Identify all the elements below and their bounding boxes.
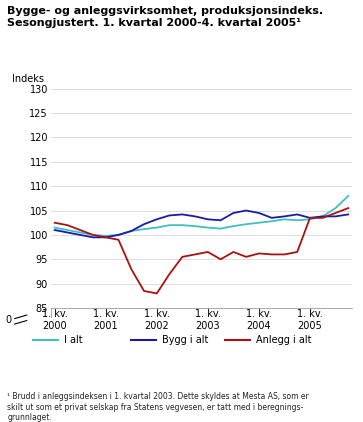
Text: I alt: I alt xyxy=(64,335,82,345)
Text: Bygge- og anleggsvirksomhet, produksjonsindeks.: Bygge- og anleggsvirksomhet, produksjons… xyxy=(7,6,323,16)
Text: Bygg i alt: Bygg i alt xyxy=(162,335,208,345)
Text: Indeks: Indeks xyxy=(12,74,44,84)
Text: 0: 0 xyxy=(5,315,12,325)
Text: Anlegg i alt: Anlegg i alt xyxy=(256,335,311,345)
Text: Sesongjustert. 1. kvartal 2000-4. kvartal 2005¹: Sesongjustert. 1. kvartal 2000-4. kvarta… xyxy=(7,18,301,28)
Text: ¹ Brudd i anleggsindeksen i 1. kvartal 2003. Dette skyldes at Mesta AS, som er
s: ¹ Brudd i anleggsindeksen i 1. kvartal 2… xyxy=(7,392,309,422)
